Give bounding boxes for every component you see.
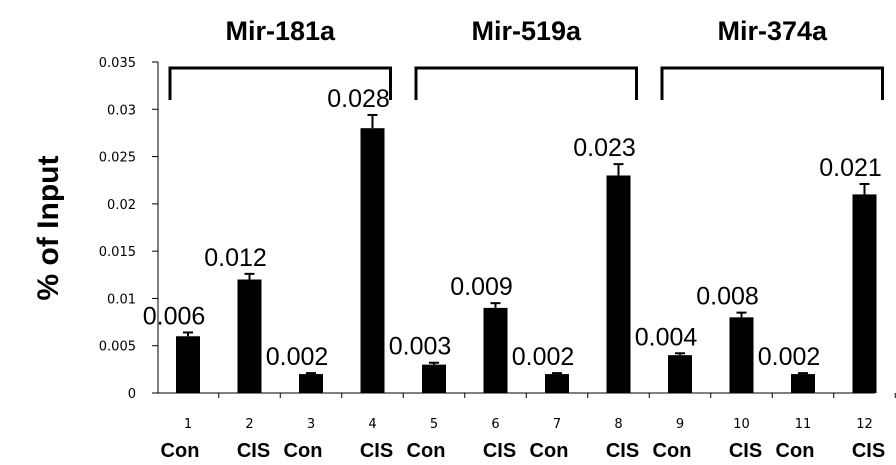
bar	[360, 128, 385, 393]
bar	[483, 307, 508, 393]
condition-label: Con	[284, 440, 323, 462]
y-tick-label: 0.005	[99, 340, 136, 355]
x-tick-label: 10	[733, 417, 750, 432]
bar	[791, 374, 815, 393]
data-labels: 0.006 0.012 0.002 0.028 0.003 0.009 0.002 0.023…	[143, 85, 882, 371]
condition-label: CIS	[237, 440, 270, 462]
y-tick-label: 0.01	[107, 292, 136, 307]
data-label: 0.003	[389, 333, 452, 361]
bar	[606, 175, 631, 393]
x-tick-label: 1	[184, 417, 192, 432]
data-label: 0.028	[327, 85, 390, 113]
data-label: 0.002	[512, 343, 575, 371]
data-label: 0.009	[450, 273, 513, 301]
bar	[299, 374, 323, 393]
condition-label: CIS	[483, 440, 516, 462]
group-title: Mir-181a	[225, 16, 336, 46]
group-title: Mir-519a	[471, 16, 582, 46]
y-tick-label: 0.035	[99, 56, 136, 71]
condition-label: Con	[407, 440, 446, 462]
data-label: 0.006	[143, 302, 206, 330]
bar	[852, 194, 877, 393]
condition-label: CIS	[852, 440, 885, 462]
x-tick-label: 12	[856, 417, 873, 432]
x-tick-label: 4	[368, 417, 376, 432]
condition-label: Con	[653, 440, 692, 462]
y-ticks: 0 0.005 0.01 0.015 0.02 0.025 0.03 0.035	[99, 56, 158, 402]
data-label: 0.012	[204, 244, 267, 272]
group-title: Mir-374a	[717, 16, 828, 46]
x-tick-label: 7	[553, 417, 561, 432]
y-tick-label: 0.03	[107, 103, 136, 118]
bar	[422, 364, 446, 393]
x-tick-label: 5	[430, 417, 438, 432]
bars	[176, 128, 877, 393]
data-label: 0.002	[758, 343, 821, 371]
condition-labels: Con CIS Con CIS Con CIS Con CIS Con CIS Con CIS	[161, 440, 886, 462]
y-tick-label: 0.02	[107, 198, 136, 213]
bar	[237, 279, 262, 393]
x-tick-label: 8	[614, 417, 622, 432]
data-label: 0.002	[266, 343, 329, 371]
x-tick-label: 2	[245, 417, 253, 432]
condition-label: CIS	[606, 440, 639, 462]
group-bracket	[414, 66, 638, 100]
condition-label: CIS	[729, 440, 762, 462]
group-titles: Mir-181a Mir-519a Mir-374a	[225, 16, 828, 46]
x-tick-label: 9	[676, 417, 684, 432]
y-tick-label: 0.015	[99, 245, 136, 260]
condition-label: Con	[530, 440, 569, 462]
data-label: 0.021	[819, 154, 882, 182]
y-axis-label: % of Input	[32, 156, 65, 301]
y-tick-label: 0	[128, 387, 136, 402]
bar	[729, 317, 754, 393]
group-brackets	[168, 66, 884, 100]
y-tick-label: 0.025	[99, 151, 136, 166]
data-label: 0.004	[635, 323, 698, 351]
group-bracket	[660, 66, 884, 100]
bar	[545, 374, 569, 393]
x-ticks: 1 2 3 4 5 6 7 8 9 10 11 12	[184, 393, 896, 432]
x-tick-label: 3	[307, 417, 315, 432]
data-label: 0.008	[696, 283, 759, 311]
condition-label: Con	[776, 440, 815, 462]
axes	[157, 62, 875, 394]
condition-label: CIS	[360, 440, 393, 462]
condition-label: Con	[161, 440, 200, 462]
bar	[668, 355, 692, 393]
error-bars	[183, 113, 870, 375]
x-tick-label: 11	[795, 417, 812, 432]
group-bracket	[168, 66, 392, 100]
data-label: 0.023	[573, 134, 636, 162]
x-tick-label: 6	[491, 417, 499, 432]
bar	[176, 336, 200, 393]
